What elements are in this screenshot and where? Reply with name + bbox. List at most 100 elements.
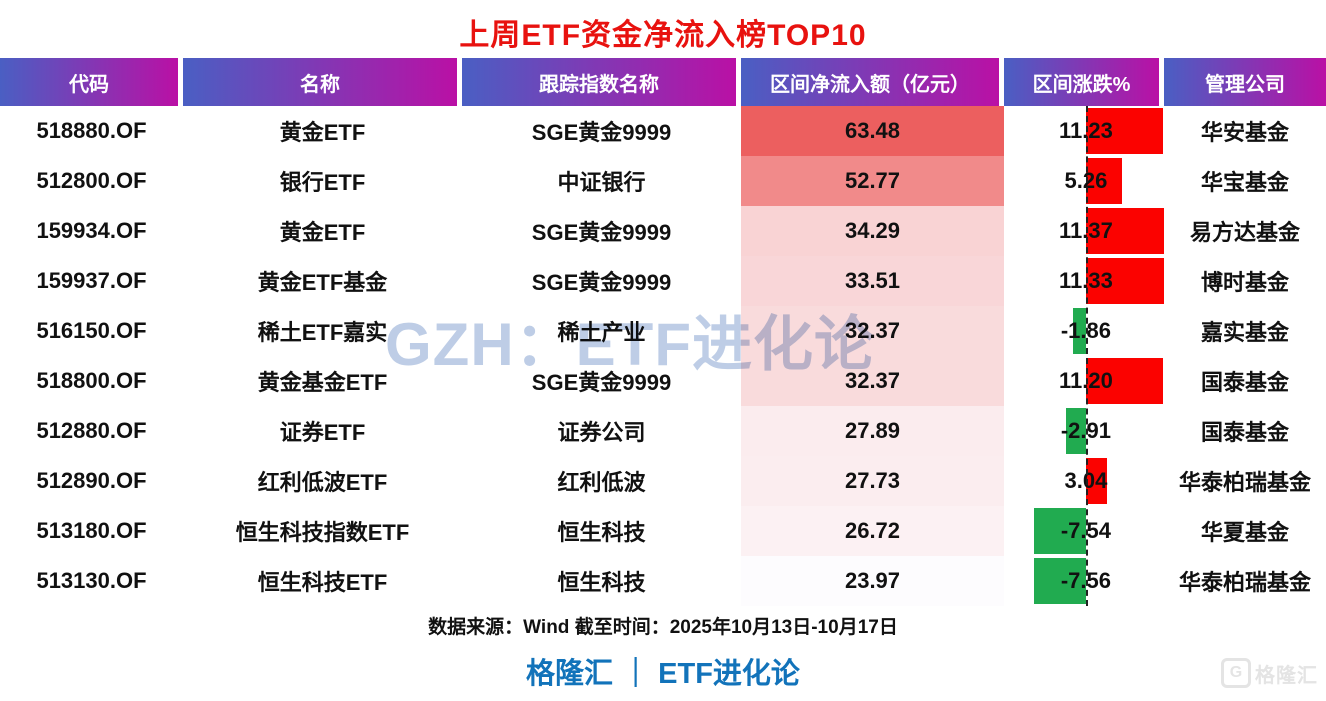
cell-change: 3.04 (1004, 456, 1164, 506)
column-header-change: 区间涨跌% (1004, 58, 1164, 106)
cell-company: 博时基金 (1200, 270, 1289, 295)
change-value: -7.56 (1060, 568, 1111, 593)
cell-code: 513180.OF (36, 518, 147, 543)
cell-name: 黄金ETF基金 (257, 270, 388, 295)
change-value: 11.37 (1058, 218, 1113, 243)
cell-change: -7.56 (1004, 556, 1164, 606)
change-value: -7.54 (1060, 518, 1111, 543)
column-header-name: 名称 (183, 58, 462, 106)
cell-index: SGE黄金9999 (531, 370, 672, 395)
change-value: -1.86 (1060, 318, 1111, 343)
cell-inflow: 23.97 (741, 556, 1004, 606)
table-row: 518880.OF 黄金ETF SGE黄金9999 63.48 11.23 华安… (0, 106, 1326, 156)
change-data-bar (1085, 358, 1163, 404)
cell-code: 516150.OF (36, 318, 147, 343)
corner-logo-text: 格隆汇 (1255, 664, 1318, 687)
cell-change: 11.33 (1004, 256, 1164, 306)
cell-inflow: 32.37 (741, 306, 1004, 356)
cell-change: 11.23 (1004, 106, 1164, 156)
cell-change: 5.26 (1004, 156, 1164, 206)
cell-index: 中证银行 (557, 170, 646, 195)
watermark: GZH：ETF进化论 (385, 311, 875, 378)
cell-index: SGE黄金9999 (531, 270, 672, 295)
cell-code: 159937.OF (36, 268, 147, 293)
cell-company: 国泰基金 (1200, 370, 1289, 395)
change-data-bar (1034, 508, 1086, 554)
change-data-bar (1085, 258, 1164, 304)
change-data-bar (1033, 558, 1086, 604)
change-value: 3.04 (1064, 468, 1108, 493)
change-value: 11.20 (1058, 368, 1113, 393)
cell-name: 红利低波ETF (257, 470, 388, 495)
table-row: 518800.OF 黄金基金ETF SGE黄金9999 32.37 11.20 … (0, 356, 1326, 406)
page-title: 上周ETF资金净流入榜TOP10 (459, 19, 867, 52)
cell-code: 513130.OF (36, 568, 147, 593)
table-row: 516150.OF 稀土ETF嘉实 稀土产业 32.37 -1.86 嘉实基金 (0, 306, 1326, 356)
cell-company: 华夏基金 (1200, 520, 1289, 545)
data-source-note: 数据来源：Wind 截至时间：2025年10月13日-10月17日 (428, 617, 898, 638)
cell-company: 嘉实基金 (1200, 320, 1289, 345)
change-data-bar (1085, 208, 1165, 254)
cell-company: 国泰基金 (1200, 420, 1289, 445)
cell-change: 11.20 (1004, 356, 1164, 406)
table-body: 518880.OF 黄金ETF SGE黄金9999 63.48 11.23 华安… (0, 106, 1326, 606)
cell-code: 518800.OF (36, 368, 147, 393)
gelonghui-logo-icon: G (1221, 658, 1251, 688)
change-data-bar (1085, 158, 1123, 204)
cell-code: 512800.OF (36, 168, 147, 193)
cell-inflow: 33.51 (741, 256, 1004, 306)
cell-company: 华宝基金 (1200, 170, 1289, 195)
cell-company: 华泰柏瑞基金 (1178, 470, 1311, 495)
change-data-bar (1085, 108, 1164, 154)
table-row: 513180.OF 恒生科技指数ETF 恒生科技 26.72 -7.54 华夏基… (0, 506, 1326, 556)
cell-index: 恒生科技 (557, 520, 646, 545)
cell-inflow: 27.73 (741, 456, 1004, 506)
zero-axis-dashed-line (1086, 106, 1088, 606)
cell-code: 512880.OF (36, 418, 147, 443)
change-data-bar (1073, 308, 1086, 354)
table-header: 代码 名称 跟踪指数名称 区间净流入额（亿元） 区间涨跌% 管理公司 (0, 58, 1326, 106)
brand-line: 格隆汇 ｜ ETF进化论 (526, 658, 800, 690)
change-value: 5.26 (1064, 168, 1108, 193)
cell-name: 银行ETF (279, 170, 366, 195)
cell-change: -7.54 (1004, 506, 1164, 556)
cell-change: 11.37 (1004, 206, 1165, 256)
column-header-code: 代码 (0, 58, 183, 106)
cell-name: 恒生科技ETF (257, 570, 388, 595)
table-row: 159934.OF 黄金ETF SGE黄金9999 34.29 11.37 易方… (0, 206, 1326, 256)
cell-name: 证券ETF (279, 420, 366, 445)
table-row: 159937.OF 黄金ETF基金 SGE黄金9999 33.51 11.33 … (0, 256, 1326, 306)
change-data-bar (1065, 408, 1086, 454)
cell-inflow: 63.48 (741, 106, 1004, 156)
cell-code: 512890.OF (36, 468, 147, 493)
cell-name: 黄金基金ETF (257, 370, 388, 395)
table-row: 513130.OF 恒生科技ETF 恒生科技 23.97 -7.56 华泰柏瑞基… (0, 556, 1326, 606)
cell-index: 稀土产业 (557, 320, 646, 345)
corner-logo: G 格隆汇 (1221, 658, 1318, 688)
cell-index: SGE黄金9999 (531, 120, 672, 145)
cell-inflow: 34.29 (741, 206, 1004, 256)
cell-company: 易方达基金 (1189, 220, 1300, 245)
column-header-inflow: 区间净流入额（亿元） (741, 58, 1004, 106)
cell-name: 恒生科技指数ETF (235, 520, 410, 545)
table-row: 512800.OF 银行ETF 中证银行 52.77 5.26 华宝基金 (0, 156, 1326, 206)
cell-company: 华安基金 (1200, 120, 1289, 145)
cell-change: -2.91 (1004, 406, 1164, 456)
change-value: 11.33 (1058, 268, 1113, 293)
cell-index: 恒生科技 (557, 570, 646, 595)
table-row: 512890.OF 红利低波ETF 红利低波 27.73 3.04 华泰柏瑞基金 (0, 456, 1326, 506)
change-data-bar (1085, 458, 1107, 504)
cell-inflow: 27.89 (741, 406, 1004, 456)
cell-name: 黄金ETF (279, 220, 366, 245)
change-value: 11.23 (1058, 118, 1113, 143)
cell-company: 华泰柏瑞基金 (1178, 570, 1311, 595)
cell-code: 159934.OF (36, 218, 147, 243)
cell-inflow: 52.77 (741, 156, 1004, 206)
cell-name: 稀土ETF嘉实 (257, 320, 388, 345)
cell-index: SGE黄金9999 (531, 220, 672, 245)
cell-change: -1.86 (1004, 306, 1164, 356)
cell-name: 黄金ETF (279, 120, 366, 145)
column-header-index: 跟踪指数名称 (462, 58, 741, 106)
change-value: -2.91 (1060, 418, 1111, 443)
column-header-company: 管理公司 (1164, 58, 1326, 106)
